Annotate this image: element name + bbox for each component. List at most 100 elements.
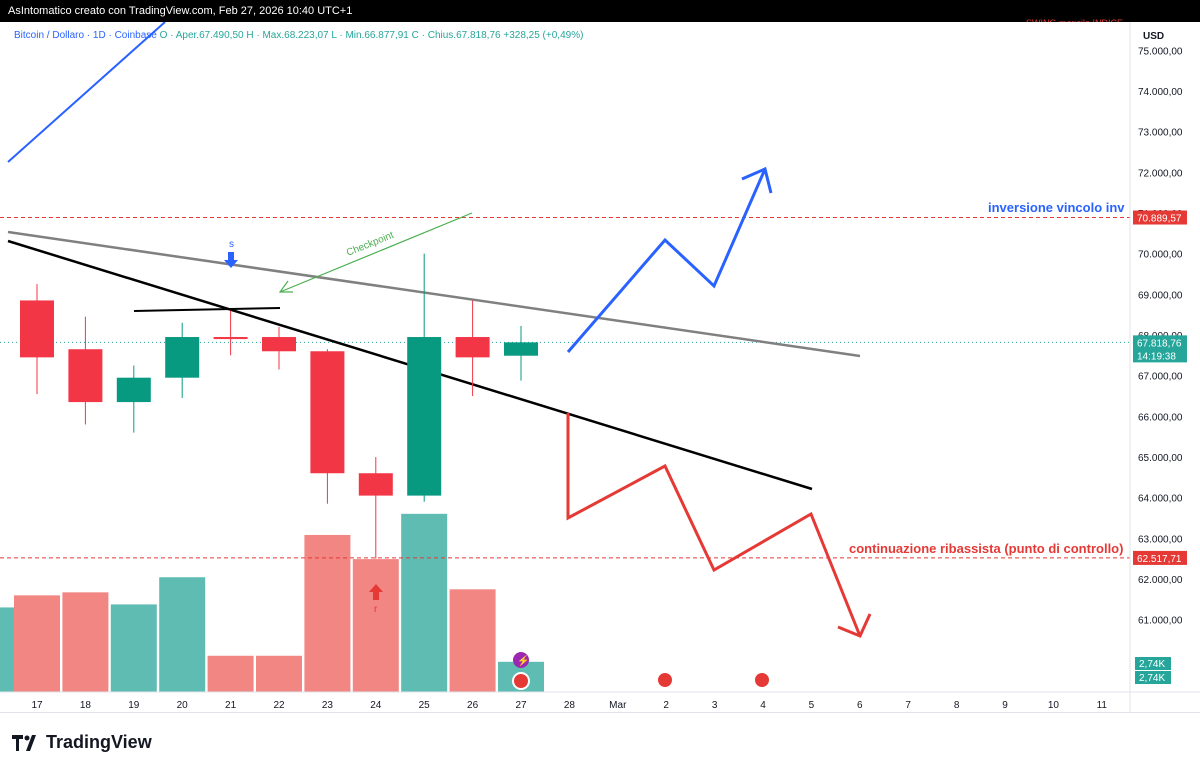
tradingview-logo[interactable]: TradingView <box>12 732 152 753</box>
price-axis-labels: 70.889,57 67.818,76 14:19:38 62.517,71 <box>1133 210 1187 565</box>
date-tick-label: 26 <box>467 700 479 711</box>
candle-body[interactable] <box>455 337 490 358</box>
candle-body[interactable] <box>407 337 442 496</box>
candle-body[interactable] <box>262 337 296 352</box>
price-tick-label: 72.000,00 <box>1138 168 1183 179</box>
event-icons: ⚡ <box>512 652 771 690</box>
price-tick-label: 61.000,00 <box>1138 616 1183 627</box>
volume-label: 2,74K <box>1139 673 1165 684</box>
bullish-projection-path[interactable] <box>566 168 767 353</box>
price-tick-label: 74.000,00 <box>1138 87 1183 98</box>
date-tick-label: 2 <box>663 700 669 711</box>
price-label-text: 14:19:38 <box>1137 351 1176 362</box>
candle-body[interactable] <box>116 377 151 403</box>
flag-us-icon[interactable] <box>512 672 530 690</box>
date-tick-label: 21 <box>225 700 237 711</box>
price-label-box <box>1133 210 1187 225</box>
date-tick-label: 9 <box>1002 700 1008 711</box>
time-axis[interactable]: 17 18 19 20 21 22 23 24 25 26 27 28 Mar 2 3 4 5 6 7 8 9 10 11 <box>31 700 1107 711</box>
level-lines <box>0 217 1130 559</box>
signal-s-label: s <box>229 239 234 250</box>
date-tick-label: 25 <box>419 700 431 711</box>
date-tick-label: Mar <box>609 700 627 711</box>
event-lightning-icon[interactable] <box>513 652 529 668</box>
volume-bar <box>449 589 496 692</box>
horizontal-ray[interactable] <box>133 307 281 312</box>
candle-body[interactable] <box>165 337 200 378</box>
volume-bar <box>256 655 302 692</box>
candles-layer <box>20 253 538 559</box>
checkpoint-arrowhead <box>278 280 293 293</box>
flag-us-icon[interactable] <box>753 671 771 689</box>
price-tick-label: 64.000,00 <box>1138 494 1183 505</box>
date-tick-label: 19 <box>128 700 140 711</box>
date-tick-label: 5 <box>809 700 815 711</box>
top-bar: AsIntomatico creato con TradingView.com,… <box>0 0 1200 28</box>
price-tick-label: 67.000,00 <box>1138 372 1183 383</box>
annotation-inversione: inversione vincolo inv <box>988 200 1125 215</box>
currency-label[interactable]: USD <box>1143 31 1165 42</box>
date-tick-label: 22 <box>273 700 285 711</box>
candle-body[interactable] <box>310 351 345 474</box>
volume-label-box <box>1135 657 1171 670</box>
attribution-text: AsIntomatico creato con TradingView.com,… <box>8 5 353 17</box>
date-tick-label: 18 <box>80 700 92 711</box>
volume-bar <box>110 604 157 692</box>
volume-bar <box>159 577 206 692</box>
date-tick-label: 4 <box>760 700 766 711</box>
symbol-legend: Bitcoin / Dollaro · 1D · Coinbase O · Ap… <box>14 30 583 41</box>
date-tick-label: 20 <box>177 700 189 711</box>
footer: TradingView <box>0 712 1200 766</box>
date-tick-label: 8 <box>954 700 960 711</box>
date-tick-label: 27 <box>515 700 527 711</box>
price-tick-label: 73.000,00 <box>1138 128 1183 139</box>
lightning-glyph-icon: ⚡ <box>517 654 529 667</box>
bearish-projection-path[interactable] <box>566 413 862 637</box>
price-label-text: 62.517,71 <box>1137 554 1182 565</box>
volume-bar <box>401 513 448 692</box>
price-label-box <box>1133 335 1187 350</box>
blue-trendline[interactable] <box>7 22 166 163</box>
volume-bar <box>207 655 254 692</box>
price-tick-label: 69.000,00 <box>1138 290 1183 301</box>
signal-down-arrow <box>224 252 238 268</box>
volume-bar <box>62 592 109 692</box>
signal-r-label: r <box>374 604 378 615</box>
price-tick-label: 62.000,00 <box>1138 575 1183 586</box>
volume-bar <box>304 534 351 692</box>
candle-body[interactable] <box>213 337 248 340</box>
volume-axis-labels: 2,74K 2,74K <box>1135 657 1171 684</box>
flag-us-icon[interactable] <box>656 671 674 689</box>
candle-body[interactable] <box>504 342 538 356</box>
price-tick-label: 65.000,00 <box>1138 453 1183 464</box>
volume-label-box <box>1135 671 1171 684</box>
date-tick-label: 6 <box>857 700 863 711</box>
price-tick-label: 75.000,00 <box>1138 46 1183 57</box>
candle-body[interactable] <box>358 473 393 496</box>
symbol-name[interactable]: Bitcoin / Dollaro · 1D · Coinbase <box>14 30 157 41</box>
checkpoint-arrow[interactable] <box>279 212 473 293</box>
date-tick-label: 7 <box>905 700 911 711</box>
price-label-box <box>1133 550 1187 565</box>
chart-svg[interactable]: Checkpoint s r inversione vincolo inv co… <box>0 22 1200 712</box>
bullish-arrowhead <box>741 166 773 194</box>
date-tick-label: 10 <box>1048 700 1060 711</box>
date-tick-label: 24 <box>370 700 382 711</box>
ohlc-values: O · Aper.67.490,50 H · Max.68.223,07 L ·… <box>159 30 584 41</box>
price-label-box <box>1133 348 1187 363</box>
volume-bar <box>0 607 14 692</box>
bearish-arrowhead <box>837 613 872 638</box>
tradingview-text: TradingView <box>46 732 152 752</box>
volume-label: 2,74K <box>1139 659 1165 670</box>
volume-layer <box>0 513 544 692</box>
date-tick-label: 28 <box>564 700 576 711</box>
volume-bar <box>14 595 60 692</box>
price-tick-label: 63.000,00 <box>1138 534 1183 545</box>
candle-body[interactable] <box>20 300 54 358</box>
candle-body[interactable] <box>68 349 103 403</box>
price-label-text: 67.818,76 <box>1137 338 1182 349</box>
date-tick-label: 11 <box>1097 700 1108 711</box>
volume-bar <box>352 559 399 692</box>
date-tick-label: 3 <box>712 700 718 711</box>
gray-trendline[interactable] <box>7 230 861 358</box>
